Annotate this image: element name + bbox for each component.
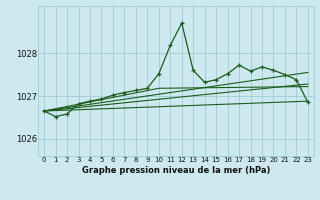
X-axis label: Graphe pression niveau de la mer (hPa): Graphe pression niveau de la mer (hPa) bbox=[82, 166, 270, 175]
